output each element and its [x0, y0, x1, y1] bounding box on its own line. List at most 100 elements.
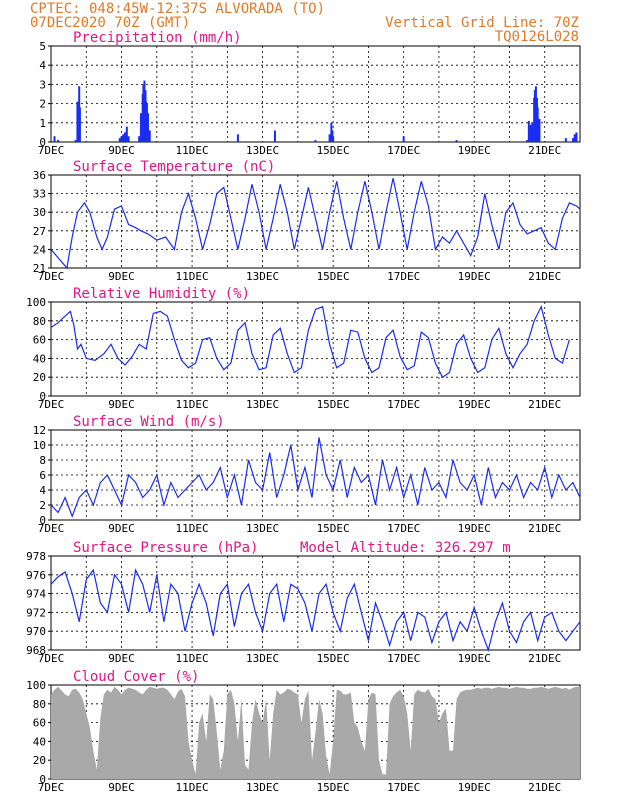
series-line	[50, 304, 570, 379]
y-tick-label: 20	[33, 754, 46, 767]
x-tick-label: 21DEC	[528, 781, 561, 794]
precip-bar	[142, 84, 145, 142]
y-tick-label: 24	[33, 243, 47, 256]
series-line	[50, 437, 581, 519]
y-tick-label: 976	[26, 569, 46, 582]
precip-bar	[78, 107, 81, 142]
y-tick-label: 6	[39, 469, 46, 482]
precip-bar	[273, 130, 276, 142]
x-tick-label: 15DEC	[317, 781, 350, 794]
series-line	[50, 177, 581, 270]
x-tick-label: 21DEC	[528, 522, 561, 535]
panel-0: 0 1 2 3 4 5 7DEC 9DEC 11DEC 13DEC 15DEC 17DEC 19DEC 2…	[38, 30, 581, 157]
plot-frame	[50, 429, 581, 521]
x-tick-label: 9DEC	[108, 652, 135, 665]
precip-bar	[145, 103, 148, 142]
header-station: CPTEC: 048:45W-12:37S ALVORADA (TO)	[30, 1, 325, 17]
x-tick-label: 19DEC	[458, 270, 491, 283]
x-tick-label: 13DEC	[246, 144, 279, 157]
y-tick-label: 974	[26, 588, 46, 601]
y-tick-label: 40	[33, 352, 46, 365]
x-tick-label: 17DEC	[387, 781, 420, 794]
y-tick-label: 3	[39, 78, 46, 91]
precip-bar	[571, 138, 574, 142]
plot-frame	[50, 301, 581, 397]
precip-bar	[529, 124, 532, 142]
x-tick-label: 17DEC	[387, 522, 420, 535]
panel-5: 0 20 40 60 80 100 7DEC 9DEC 11DEC 13DEC 15DEC 17DEC…	[26, 669, 581, 794]
panel-3: 0 2 4 6 8 10 12 7DEC 9DEC 11DEC 13DEC 15DEC 17DEC 19D…	[33, 414, 581, 535]
y-tick-label: 2	[39, 98, 46, 111]
precip-bar	[332, 136, 335, 142]
precip-bar	[402, 136, 405, 142]
y-tick-label: 100	[26, 296, 46, 309]
precip-bar	[533, 90, 536, 142]
y-tick-label: 0	[39, 773, 46, 786]
y-tick-label: 12	[33, 424, 46, 437]
x-tick-label: 19DEC	[458, 398, 491, 411]
precip-bar	[120, 136, 123, 142]
panel-title: Surface Temperature (nC)	[73, 159, 275, 175]
x-tick-label: 15DEC	[317, 144, 350, 157]
panel-1: 21 24 27 30 33 36 7DEC 9DEC 11DEC 13DEC 15DEC 17DEC…	[33, 159, 581, 283]
panel-title: Cloud Cover (%)	[73, 669, 199, 685]
cloud-area	[51, 686, 580, 779]
x-tick-label: 13DEC	[246, 522, 279, 535]
plot-frame	[50, 174, 581, 269]
y-tick-label: 33	[33, 188, 46, 201]
precip-bar	[538, 118, 541, 142]
x-tick-label: 19DEC	[458, 522, 491, 535]
x-tick-label: 17DEC	[387, 270, 420, 283]
plot-frame	[50, 45, 581, 143]
x-tick-label: 11DEC	[176, 398, 209, 411]
precip-bar	[573, 134, 576, 142]
precip-bar	[139, 113, 142, 142]
precip-bar	[527, 120, 530, 142]
y-tick-label: 60	[33, 334, 46, 347]
precip-bar	[143, 80, 146, 142]
precip-bar	[125, 126, 128, 142]
precip-bar	[236, 134, 239, 142]
y-tick-label: 4	[39, 484, 46, 497]
y-tick-label: 0	[39, 136, 46, 149]
x-tick-label: 7DEC	[38, 652, 65, 665]
x-tick-label: 17DEC	[387, 652, 420, 665]
x-tick-label: 17DEC	[387, 398, 420, 411]
x-tick-label: 15DEC	[317, 270, 350, 283]
precip-bar	[118, 138, 121, 142]
y-tick-label: 0	[39, 514, 46, 527]
precip-bar	[53, 136, 56, 142]
x-tick-label: 13DEC	[246, 781, 279, 794]
x-tick-label: 7DEC	[38, 144, 65, 157]
precip-bar	[531, 122, 534, 142]
x-tick-label: 7DEC	[38, 781, 65, 794]
x-tick-label: 9DEC	[108, 144, 135, 157]
x-tick-label: 11DEC	[176, 270, 209, 283]
precip-bar	[330, 122, 333, 142]
y-tick-label: 1	[39, 117, 46, 130]
x-tick-label: 15DEC	[317, 398, 350, 411]
y-tick-label: 40	[33, 735, 46, 748]
precip-bar	[74, 140, 77, 142]
y-tick-label: 36	[33, 169, 46, 182]
x-tick-label: 9DEC	[108, 522, 135, 535]
precip-bar	[148, 130, 151, 142]
x-tick-label: 15DEC	[317, 522, 350, 535]
y-tick-label: 80	[33, 315, 46, 328]
x-tick-label: 21DEC	[528, 652, 561, 665]
precip-bar	[575, 132, 578, 142]
precip-bar	[57, 140, 60, 142]
header-grid-line: Vertical Grid Line: 70Z	[385, 15, 579, 31]
y-tick-label: 972	[26, 606, 46, 619]
precip-bar	[76, 101, 79, 142]
x-tick-label: 11DEC	[176, 781, 209, 794]
precip-bar	[314, 140, 317, 142]
precip-bar	[138, 136, 141, 142]
x-tick-label: 19DEC	[458, 144, 491, 157]
x-tick-label: 11DEC	[176, 144, 209, 157]
panel-title: Surface Wind (m/s)	[73, 414, 225, 430]
x-tick-label: 7DEC	[38, 522, 65, 535]
panel-2: 0 20 40 60 80 100 7DEC 9DEC 11DEC 13DEC 15DEC 17DEC…	[26, 286, 581, 411]
x-tick-label: 19DEC	[458, 781, 491, 794]
